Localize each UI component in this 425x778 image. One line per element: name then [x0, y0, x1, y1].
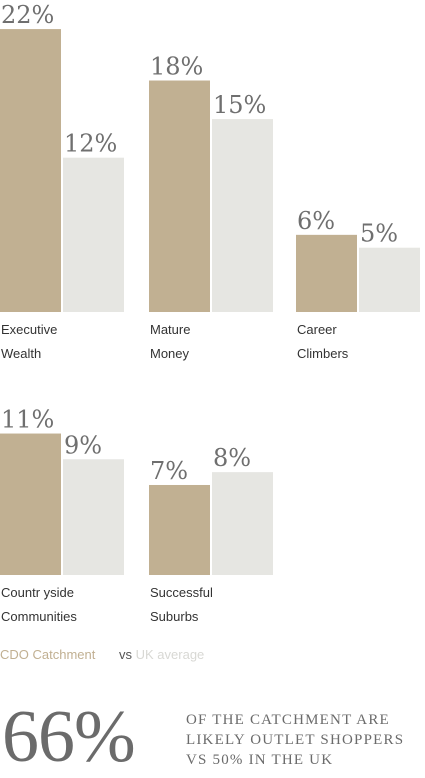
bar-catchment-4 — [149, 484, 210, 575]
bar-group-0: 22% 12% Executive Wealth — [0, 1, 124, 361]
value-label-catchment-4: 7% — [150, 457, 188, 485]
bar-catchment-3 — [0, 433, 61, 575]
stat-description: OF THE CATCHMENT ARE LIKELY OUTLET SHOPP… — [186, 710, 422, 770]
bar-group-3: 11% 9% Countr yside Communities — [0, 406, 124, 624]
bar-uk-0 — [63, 157, 124, 312]
value-label-catchment-1: 18% — [150, 53, 203, 81]
footer-stat: 66% OF THE CATCHMENT ARE LIKELY OUTLET S… — [0, 696, 425, 778]
category-label-3-line2: Communities — [1, 609, 77, 624]
legend: CDO Catchment vs UK average — [0, 647, 204, 662]
bar-uk-4 — [212, 472, 273, 575]
category-label-1-line1: Mature — [150, 322, 190, 337]
value-label-uk-2: 5% — [360, 220, 398, 248]
legend-uk: UK average — [135, 647, 205, 662]
big-stat: 66% — [2, 696, 136, 778]
bar-catchment-1 — [149, 80, 210, 313]
category-label-0-line2: Wealth — [1, 346, 41, 361]
category-label-4-line2: Suburbs — [150, 609, 199, 624]
category-label-4-line1: Successful — [150, 585, 213, 600]
value-label-uk-1: 15% — [213, 91, 266, 119]
legend-catchment: CDO Catchment — [0, 647, 96, 662]
bar-catchment-0 — [0, 29, 61, 313]
value-label-uk-3: 9% — [64, 431, 102, 459]
legend-vs: vs — [119, 647, 132, 662]
bar-group-4: 7% 8% Successful Suburbs — [149, 444, 273, 624]
stat-line-3: VS 50% IN THE UK — [186, 752, 334, 768]
bar-uk-1 — [212, 119, 273, 312]
bar-uk-3 — [63, 459, 124, 575]
category-label-1-line2: Money — [150, 346, 190, 361]
bar-uk-2 — [359, 247, 420, 312]
value-label-catchment-2: 6% — [297, 207, 335, 235]
bar-chart: 22% 12% Executive Wealth 18% 15% Mature Money 6%… — [0, 1, 420, 624]
stat-line-1: OF THE CATCHMENT ARE — [186, 712, 390, 728]
bar-group-2: 6% 5% Career Climbers — [296, 207, 420, 361]
stat-line-2: LIKELY OUTLET SHOPPERS — [186, 732, 405, 748]
category-label-3-line1: Countr yside — [1, 585, 74, 600]
value-label-uk-0: 12% — [64, 130, 117, 158]
bar-group-1: 18% 15% Mature Money — [149, 53, 273, 361]
category-label-0-line1: Executive — [1, 322, 57, 337]
value-label-uk-4: 8% — [213, 444, 251, 472]
category-label-2-line2: Climbers — [297, 346, 349, 361]
value-label-catchment-0: 22% — [1, 1, 54, 29]
value-label-catchment-3: 11% — [1, 406, 54, 434]
category-label-2-line1: Career — [297, 322, 337, 337]
bar-catchment-2 — [296, 234, 357, 312]
